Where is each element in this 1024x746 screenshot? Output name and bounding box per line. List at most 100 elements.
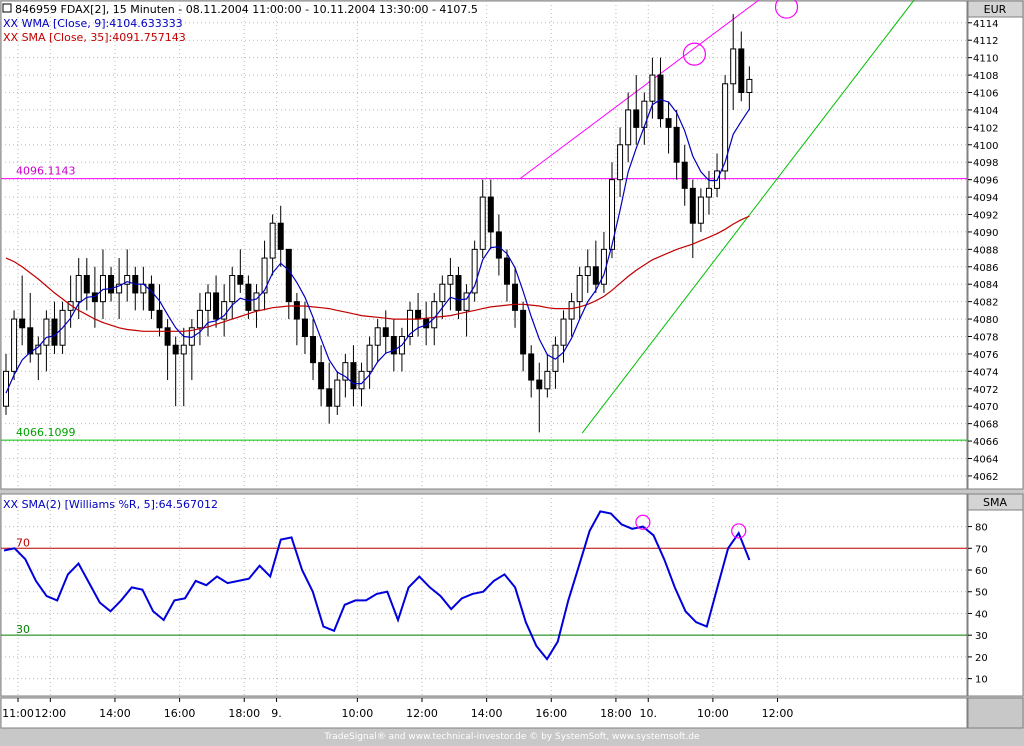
- candle-body: [43, 318, 50, 346]
- candle-body: [124, 275, 131, 285]
- candle-body: [495, 231, 502, 259]
- price-tick-label: 4112: [973, 36, 998, 47]
- candle-body: [463, 292, 470, 311]
- time-axis-corner: [967, 697, 1024, 729]
- support-level-label: 4066.1099: [16, 426, 76, 439]
- level-70-label: 70: [16, 536, 30, 549]
- candle-body: [382, 327, 389, 337]
- price-tick-label: 4066: [973, 437, 998, 448]
- candle-body: [67, 301, 74, 311]
- price-tick-label: 4102: [973, 123, 998, 134]
- candle-body: [358, 370, 365, 390]
- oscillator-axis[interactable]: [967, 493, 1024, 697]
- oscillator-tick-label: 50: [975, 588, 988, 599]
- legend-wma[interactable]: XX WMA [Close, 9]:4104.633333: [3, 17, 183, 30]
- candle-body: [528, 353, 535, 381]
- candle-body: [697, 196, 704, 224]
- time-tick-label: 18:00: [600, 707, 632, 720]
- candle-body: [75, 275, 82, 303]
- time-tick-label: 11:00: [2, 707, 34, 720]
- price-tick-label: 4098: [973, 158, 998, 169]
- chart-icon: [2, 3, 12, 13]
- time-tick-label: 10:00: [342, 707, 374, 720]
- candle-body: [205, 292, 211, 311]
- candle-body: [196, 309, 203, 329]
- candle-body: [180, 344, 187, 355]
- price-panel-title: 846959 FDAX[2], 15 Minuten - 08.11.2004 …: [15, 3, 478, 16]
- price-tick-label: 4086: [973, 263, 998, 274]
- oscillator-panel[interactable]: [0, 493, 968, 697]
- price-tick-label: 4106: [973, 89, 998, 100]
- oscillator-tick-label: 70: [975, 544, 988, 555]
- price-tick-label: 4080: [973, 315, 998, 326]
- time-tick-label: 14:00: [471, 707, 503, 720]
- time-tick-labels: 11:00 12:00 14:00 16:00 18:00 9. 10:00 12:00 14:…: [2, 698, 793, 720]
- oscillator-highlight-circle-2: [731, 523, 747, 539]
- sma-35-line: [5, 215, 750, 332]
- candle-body: [512, 283, 519, 311]
- price-tick-label: 4094: [973, 193, 998, 204]
- candle-body: [237, 275, 244, 285]
- candle-body: [285, 248, 292, 303]
- candle-body: [681, 161, 688, 189]
- oscillator-tick-label: 40: [975, 609, 988, 620]
- time-tick-label: 14:00: [99, 707, 131, 720]
- candle-body: [479, 196, 486, 250]
- candle-body: [318, 362, 325, 390]
- price-tick-label: 4062: [973, 472, 998, 483]
- candle-body: [116, 283, 123, 294]
- oscillator-tick-label: 60: [975, 566, 988, 577]
- williams-r-line: [3, 510, 751, 661]
- candle-body: [649, 74, 656, 102]
- price-tick-label: 4082: [973, 298, 998, 309]
- candle-body: [172, 344, 179, 355]
- price-tick-label: 4078: [973, 333, 998, 344]
- time-tick-label: 9.: [271, 707, 282, 720]
- lower-trendline[interactable]: [581, 0, 918, 434]
- candle-body: [83, 275, 90, 294]
- legend-sma[interactable]: XX SMA [Close, 35]:4091.757143: [3, 31, 186, 44]
- candle-body: [609, 179, 615, 250]
- candle-body: [665, 118, 672, 128]
- time-tick-label: 12:00: [762, 707, 794, 720]
- candle-body: [407, 309, 413, 338]
- candle-body: [487, 196, 494, 233]
- price-tick-label: 4096: [973, 176, 998, 187]
- time-tick-label: 10:00: [697, 707, 729, 720]
- candle-body: [576, 275, 583, 303]
- candle-body: [592, 266, 599, 285]
- price-tick-label: 4070: [973, 402, 998, 413]
- candle-body: [455, 275, 462, 311]
- candle-body: [584, 266, 591, 276]
- candle-body: [633, 109, 640, 128]
- price-tick-label: 4076: [973, 350, 998, 361]
- price-tick-label: 4068: [973, 420, 998, 431]
- time-axis[interactable]: [0, 697, 968, 729]
- highlight-circle-1: [682, 42, 707, 66]
- candle-body: [188, 327, 195, 346]
- highlight-circle-2: [774, 0, 799, 19]
- time-tick-label: 12:00: [406, 707, 438, 720]
- upper-trendline[interactable]: [519, 0, 824, 180]
- price-tick-labels: 4062 4064 4066 4068 4070 4072 4074 4076 4078 4080…: [968, 19, 998, 483]
- oscillator-tick-label: 20: [975, 653, 988, 664]
- oscillator-tick-label: 30: [975, 631, 988, 642]
- candle-body: [277, 222, 284, 250]
- candle-body: [705, 187, 712, 198]
- time-tick-label: 10.: [639, 707, 657, 720]
- candle-body: [568, 301, 575, 320]
- candle-body: [374, 327, 381, 346]
- price-grid: [1, 1, 967, 489]
- oscillator-highlight-circle-1: [635, 514, 651, 530]
- oscillator-tick-label: 80: [975, 523, 988, 534]
- candle-body: [439, 283, 446, 303]
- wma-9-line: [5, 98, 750, 394]
- footer-credit: TradeSignal® and www.technical-investor.…: [323, 732, 700, 742]
- candle-body: [366, 344, 373, 372]
- resistance-level-label: 4096.1143: [16, 165, 76, 178]
- candle-body: [334, 379, 341, 407]
- candle-body: [91, 292, 98, 303]
- price-tick-label: 4084: [973, 280, 998, 291]
- oscillator-panel-title[interactable]: XX SMA(2) [Williams %R, 5]:64.567012: [3, 498, 218, 511]
- price-axis-unit-box: [967, 0, 1024, 18]
